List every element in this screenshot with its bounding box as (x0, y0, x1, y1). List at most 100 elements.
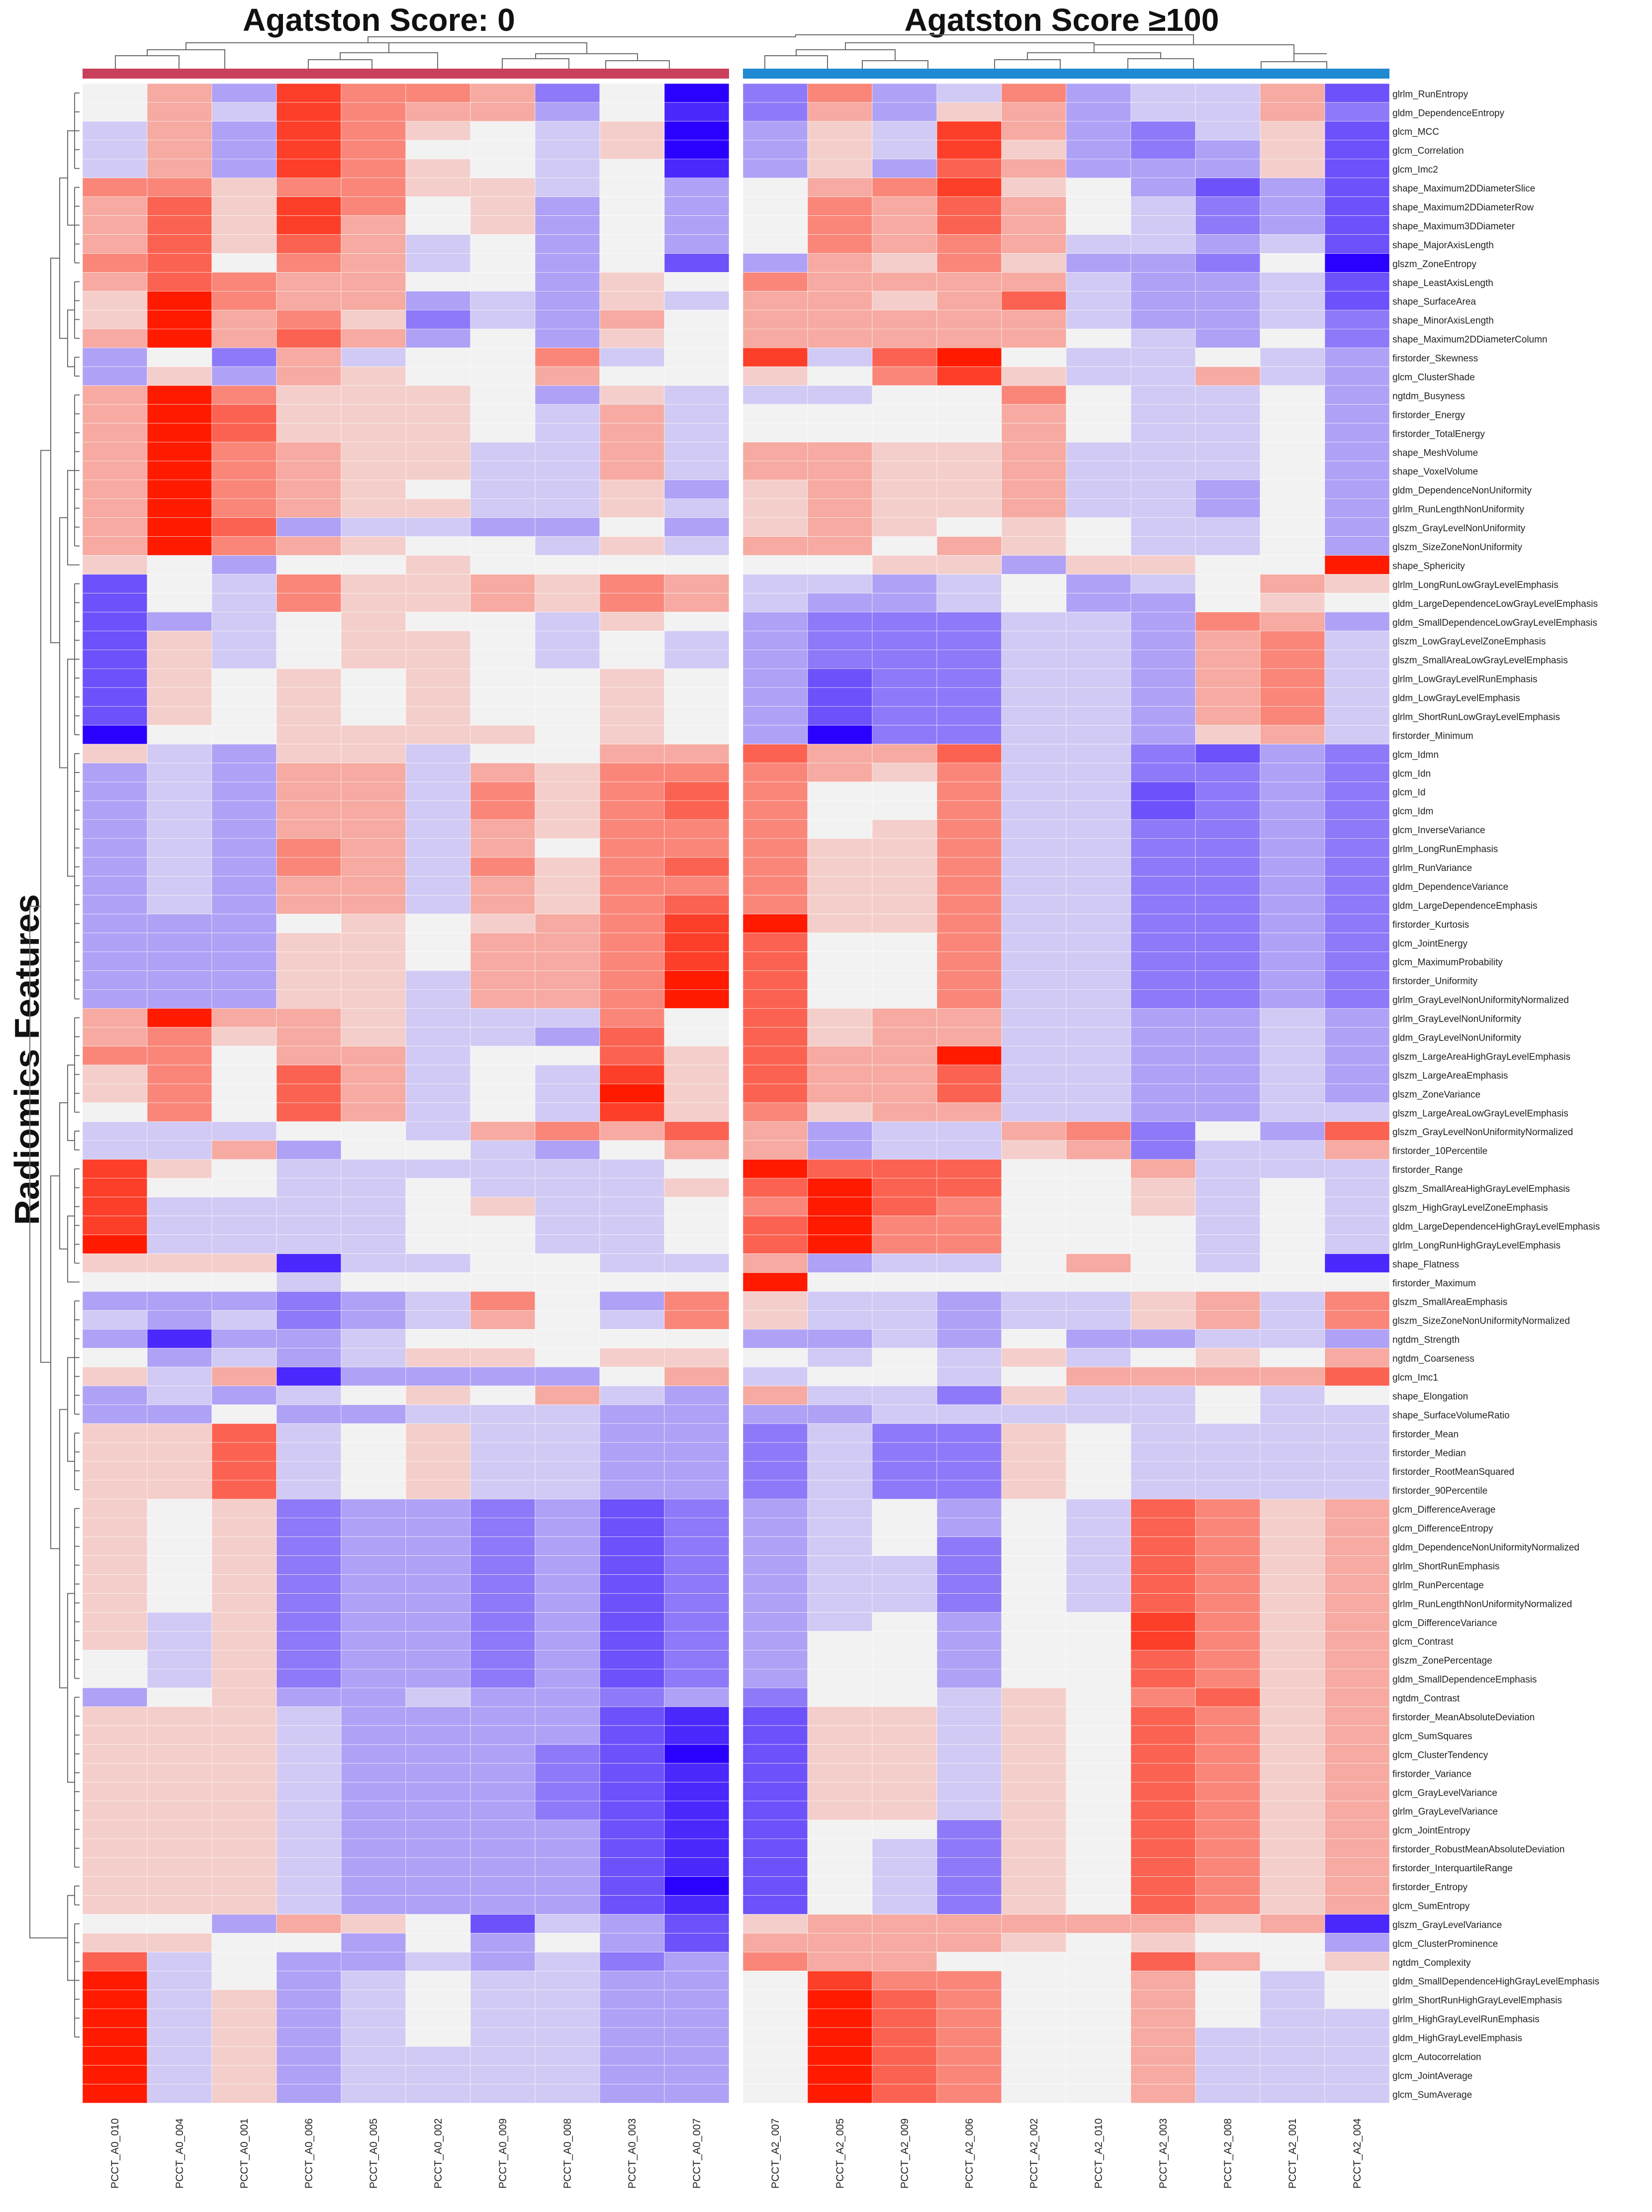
heatmap-cell-glcm_Id-PCCT_A2_008 (1195, 781, 1261, 801)
row-label: glrlm_GrayLevelVariance (1392, 1807, 1498, 1817)
heatmap-cell-glrlm_HighGrayLevelRunEmphasis-PCCT_A2_006 (936, 2008, 1002, 2028)
heatmap-cell-shape_MinorAxisLength-PCCT_A0_008 (535, 310, 600, 329)
heatmap-cell-glcm_SumAverage-PCCT_A0_009 (470, 2084, 536, 2104)
heatmap-cell-glrlm_ShortRunLowGrayLevelEmphasis-PCCT_A2_009 (872, 706, 937, 726)
heatmap-cell-glcm_JointAverage-PCCT_A0_004 (147, 2065, 212, 2085)
heatmap-cell-glszm_SmallAreaLowGrayLevelEmphasis-PCCT_A2_008 (1195, 650, 1261, 669)
heatmap-cell-glszm_SizeZoneNonUniformity-PCCT_A2_003 (1130, 536, 1196, 556)
heatmap-cell-gldm_SmallDependenceLowGrayLevelEmphasis-PCCT_A0_008 (535, 612, 600, 631)
heatmap-cell-glrlm_LongRunHighGrayLevelEmphasis-PCCT_A2_006 (936, 1235, 1002, 1254)
heatmap-cell-shape_SurfaceArea-PCCT_A0_008 (535, 291, 600, 310)
heatmap-cell-glrlm_RunPercentage-PCCT_A2_004 (1324, 1574, 1390, 1594)
heatmap-cell-glszm_SmallAreaHighGrayLevelEmphasis-PCCT_A2_004 (1324, 1178, 1390, 1197)
heatmap-cell-firstorder_Median-PCCT_A2_005 (807, 1442, 873, 1462)
heatmap-cell-glcm_SumAverage-PCCT_A2_007 (742, 2084, 808, 2104)
heatmap-cell-shape_Maximum2DDiameterColumn-PCCT_A0_004 (147, 328, 212, 348)
heatmap-cell-glcm_Imc2-PCCT_A2_009 (872, 159, 937, 179)
heatmap-cell-shape_SurfaceVolumeRatio-PCCT_A0_004 (147, 1404, 212, 1424)
heatmap-cell-glszm_ZoneVariance-PCCT_A0_010 (82, 1083, 148, 1103)
heatmap-cell-glszm_SizeZoneNonUniformityNormalized-PCCT_A0_010 (82, 1310, 148, 1330)
heatmap-cell-shape_VoxelVolume-PCCT_A0_004 (147, 461, 212, 481)
heatmap-cell-shape_MinorAxisLength-PCCT_A0_001 (211, 310, 277, 329)
heatmap-cell-firstorder_Entropy-PCCT_A2_006 (936, 1876, 1002, 1896)
column-label: PCCT_A0_008 (562, 2118, 573, 2189)
heatmap-cell-firstorder_Median-PCCT_A0_007 (664, 1442, 730, 1462)
heatmap-cell-glszm_LowGrayLevelZoneEmphasis-PCCT_A2_004 (1324, 631, 1390, 650)
heatmap-cell-glcm_ClusterProminence-PCCT_A0_002 (405, 1933, 471, 1952)
heatmap-cell-ngtdm_Complexity-PCCT_A0_006 (276, 1952, 342, 1971)
heatmap-cell-glcm_InverseVariance-PCCT_A2_010 (1066, 819, 1131, 839)
heatmap-cell-glrlm_LowGrayLevelRunEmphasis-PCCT_A0_004 (147, 668, 212, 688)
heatmap-cell-firstorder_MeanAbsoluteDeviation-PCCT_A2_002 (1001, 1706, 1067, 1726)
heatmap-cell-firstorder_MeanAbsoluteDeviation-PCCT_A0_010 (82, 1706, 148, 1726)
heatmap-cell-shape_SurfaceVolumeRatio-PCCT_A0_010 (82, 1404, 148, 1424)
heatmap-cell-gldm_GrayLevelNonUniformity-PCCT_A2_002 (1001, 1027, 1067, 1047)
heatmap-cell-glrlm_RunVariance-PCCT_A2_004 (1324, 857, 1390, 876)
column-label: PCCT_A2_004 (1352, 2118, 1363, 2189)
heatmap-cell-glrlm_LowGrayLevelRunEmphasis-PCCT_A2_007 (742, 668, 808, 688)
heatmap-cell-firstorder_Median-PCCT_A0_004 (147, 1442, 212, 1462)
heatmap-cell-glszm_LargeAreaEmphasis-PCCT_A0_001 (211, 1064, 277, 1084)
heatmap-cell-firstorder_Mean-PCCT_A0_002 (405, 1423, 471, 1443)
heatmap-cell-glszm_ZoneEntropy-PCCT_A2_007 (742, 253, 808, 273)
heatmap-cell-glrlm_ShortRunHighGrayLevelEmphasis-PCCT_A0_006 (276, 1990, 342, 2009)
heatmap-cell-shape_SurfaceVolumeRatio-PCCT_A0_001 (211, 1404, 277, 1424)
heatmap-cell-glcm_SumEntropy-PCCT_A0_004 (147, 1895, 212, 1915)
heatmap-cell-glszm_SizeZoneNonUniformity-PCCT_A0_001 (211, 536, 277, 556)
heatmap-cell-glcm_Idm-PCCT_A0_010 (82, 800, 148, 820)
heatmap-cell-shape_Flatness-PCCT_A2_005 (807, 1253, 873, 1273)
heatmap-cell-firstorder_Kurtosis-PCCT_A2_001 (1260, 914, 1325, 933)
heatmap-cell-glrlm_RunLengthNonUniformityNormalized-PCCT_A2_004 (1324, 1593, 1390, 1613)
heatmap-cell-glrlm_ShortRunEmphasis-PCCT_A0_003 (599, 1555, 665, 1575)
heatmap-cell-shape_MeshVolume-PCCT_A0_003 (599, 442, 665, 462)
heatmap-cell-firstorder_Kurtosis-PCCT_A0_005 (341, 914, 406, 933)
heatmap-cell-firstorder_InterquartileRange-PCCT_A2_009 (872, 1857, 937, 1877)
heatmap-cell-glcm_JointAverage-PCCT_A2_001 (1260, 2065, 1325, 2085)
heatmap-cell-glcm_Imc2-PCCT_A2_008 (1195, 159, 1261, 179)
heatmap-cell-glszm_ZoneVariance-PCCT_A2_001 (1260, 1083, 1325, 1103)
heatmap-cell-glcm_SumAverage-PCCT_A0_001 (211, 2084, 277, 2104)
heatmap-cell-glrlm_RunLengthNonUniformity-PCCT_A0_006 (276, 498, 342, 518)
heatmap-cell-glrlm_RunVariance-PCCT_A2_006 (936, 857, 1002, 876)
heatmap-cell-firstorder_10Percentile-PCCT_A2_008 (1195, 1140, 1261, 1160)
heatmap-cell-firstorder_Maximum-PCCT_A2_004 (1324, 1272, 1390, 1292)
heatmap-cell-shape_Maximum2DDiameterRow-PCCT_A0_006 (276, 196, 342, 216)
heatmap-cell-shape_VoxelVolume-PCCT_A0_006 (276, 461, 342, 481)
heatmap-cell-glszm_ZonePercentage-PCCT_A0_005 (341, 1650, 406, 1669)
heatmap-cell-glrlm_LongRunLowGrayLevelEmphasis-PCCT_A0_007 (664, 574, 730, 593)
heatmap-cell-firstorder_RobustMeanAbsoluteDeviation-PCCT_A2_002 (1001, 1838, 1067, 1858)
heatmap-cell-glszm_LowGrayLevelZoneEmphasis-PCCT_A2_002 (1001, 631, 1067, 650)
heatmap-cell-glrlm_LongRunHighGrayLevelEmphasis-PCCT_A0_007 (664, 1235, 730, 1254)
row-label: glcm_SumSquares (1392, 1731, 1472, 1741)
heatmap-cell-glrlm_LongRunEmphasis-PCCT_A0_002 (405, 838, 471, 858)
heatmap-cell-glszm_ZoneEntropy-PCCT_A0_010 (82, 253, 148, 273)
heatmap-cell-shape_MinorAxisLength-PCCT_A2_004 (1324, 310, 1390, 329)
heatmap-cell-glrlm_RunLengthNonUniformity-PCCT_A2_001 (1260, 498, 1325, 518)
heatmap-cell-glrlm_LowGrayLevelRunEmphasis-PCCT_A0_007 (664, 668, 730, 688)
heatmap-cell-firstorder_Energy-PCCT_A0_006 (276, 404, 342, 424)
heatmap-cell-shape_Maximum2DDiameterColumn-PCCT_A2_010 (1066, 328, 1131, 348)
heatmap-cell-glrlm_LongRunLowGrayLevelEmphasis-PCCT_A2_007 (742, 574, 808, 593)
heatmap-cell-glcm_JointEntropy-PCCT_A0_002 (405, 1820, 471, 1839)
heatmap-cell-glszm_LargeAreaHighGrayLevelEmphasis-PCCT_A2_009 (872, 1046, 937, 1065)
row-label: shape_Sphericity (1392, 561, 1465, 572)
heatmap-cell-glcm_JointAverage-PCCT_A2_010 (1066, 2065, 1131, 2085)
heatmap-cell-glrlm_RunEntropy-PCCT_A0_002 (405, 83, 471, 103)
heatmap-cell-glszm_ZoneVariance-PCCT_A2_005 (807, 1083, 873, 1103)
heatmap-cell-firstorder_Skewness-PCCT_A2_007 (742, 347, 808, 367)
heatmap-cell-shape_SurfaceArea-PCCT_A0_009 (470, 291, 536, 310)
heatmap-cell-shape_Maximum2DDiameterColumn-PCCT_A2_002 (1001, 328, 1067, 348)
heatmap-cell-glrlm_RunPercentage-PCCT_A0_010 (82, 1574, 148, 1594)
heatmap-cell-ngtdm_Complexity-PCCT_A2_009 (872, 1952, 937, 1971)
heatmap-cell-firstorder_Variance-PCCT_A2_004 (1324, 1763, 1390, 1783)
heatmap-cell-firstorder_Entropy-PCCT_A0_002 (405, 1876, 471, 1896)
heatmap-cell-shape_Maximum2DDiameterSlice-PCCT_A2_006 (936, 178, 1002, 197)
heatmap-cell-firstorder_InterquartileRange-PCCT_A0_001 (211, 1857, 277, 1877)
heatmap-cell-shape_SurfaceVolumeRatio-PCCT_A2_006 (936, 1404, 1002, 1424)
heatmap-cell-glrlm_RunPercentage-PCCT_A2_001 (1260, 1574, 1325, 1594)
heatmap-cell-glcm_ClusterShade-PCCT_A0_005 (341, 366, 406, 386)
heatmap-cell-glcm_SumAverage-PCCT_A0_006 (276, 2084, 342, 2104)
heatmap-cell-glszm_SmallAreaHighGrayLevelEmphasis-PCCT_A2_001 (1260, 1178, 1325, 1197)
heatmap-cell-glcm_Idn-PCCT_A0_009 (470, 763, 536, 782)
heatmap-cell-firstorder_RobustMeanAbsoluteDeviation-PCCT_A2_001 (1260, 1838, 1325, 1858)
